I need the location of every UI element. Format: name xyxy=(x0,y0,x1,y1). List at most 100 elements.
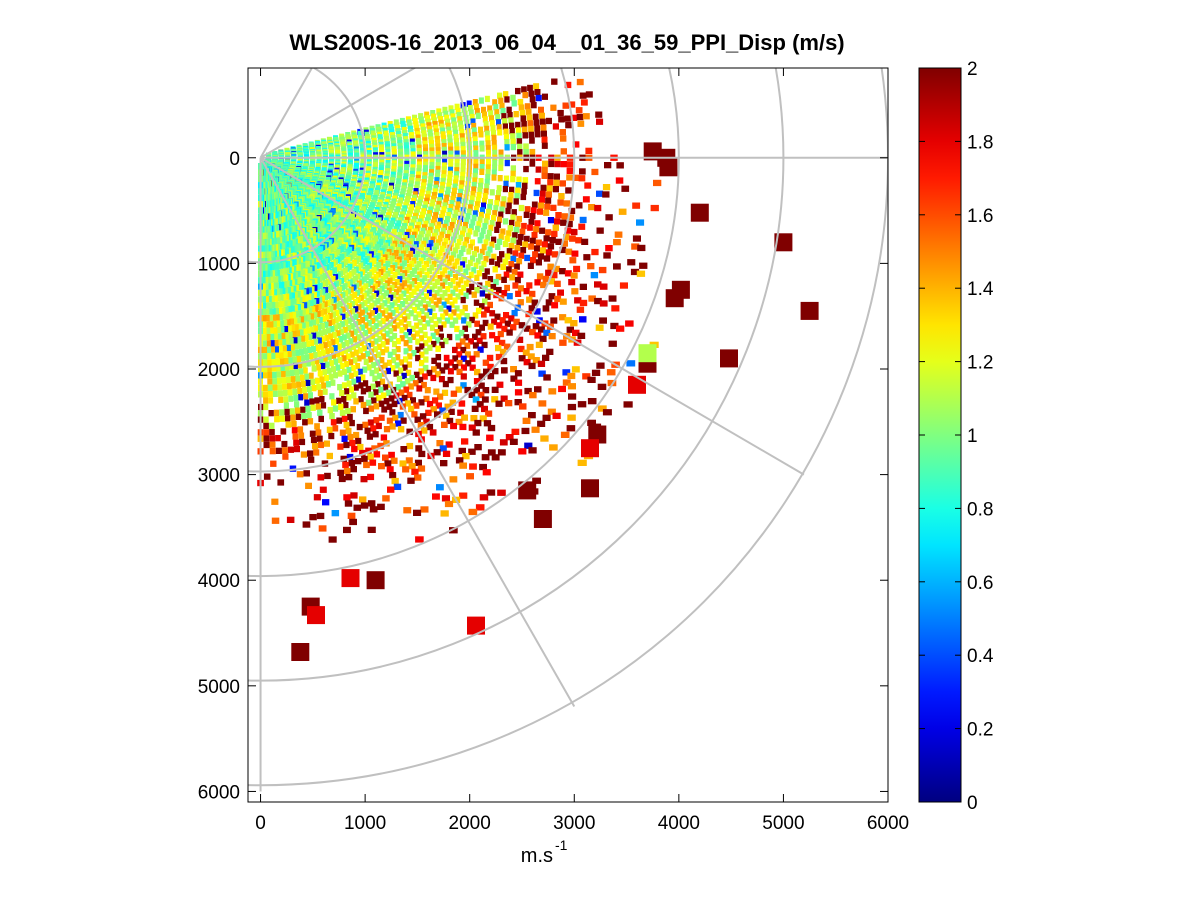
data-cell xyxy=(584,182,592,189)
data-cell xyxy=(441,206,447,213)
data-cell xyxy=(379,285,385,292)
data-cell xyxy=(551,230,558,238)
data-cell xyxy=(268,314,273,322)
data-cell xyxy=(409,374,415,382)
data-cell xyxy=(570,228,578,236)
data-cell xyxy=(451,191,457,199)
data-cell xyxy=(306,386,312,393)
data-cell xyxy=(405,294,411,302)
data-cell xyxy=(534,332,542,339)
data-cell xyxy=(460,261,466,268)
data-cell xyxy=(337,300,343,308)
data-cell xyxy=(308,353,314,360)
data-cell xyxy=(334,309,340,317)
data-cell xyxy=(379,378,386,385)
data-cell xyxy=(412,380,419,387)
data-cell xyxy=(447,174,453,181)
data-cell xyxy=(379,302,385,309)
data-cell xyxy=(444,500,454,508)
data-cell xyxy=(360,401,367,409)
data-cell xyxy=(460,171,466,179)
data-cell xyxy=(431,366,437,373)
data-cell xyxy=(407,302,413,309)
data-cell xyxy=(376,312,382,320)
data-cell xyxy=(433,180,439,188)
data-cell xyxy=(297,342,303,349)
data-cell xyxy=(269,295,275,302)
data-cell xyxy=(339,284,345,292)
data-cell xyxy=(326,452,333,460)
data-cell xyxy=(516,336,524,343)
data-cell xyxy=(474,419,482,427)
data-cell xyxy=(539,112,545,119)
data-cell xyxy=(284,338,290,345)
data-cell xyxy=(489,241,495,248)
data-cell xyxy=(438,333,444,340)
data-cell xyxy=(424,197,430,204)
data-cell xyxy=(410,141,416,148)
data-cell xyxy=(495,344,502,352)
y-tick-label: 1000 xyxy=(198,254,240,275)
data-cell xyxy=(455,293,461,300)
data-cell xyxy=(521,86,527,93)
data-cell xyxy=(568,279,576,286)
data-cell xyxy=(358,382,364,389)
data-cell xyxy=(541,93,548,100)
data-cell xyxy=(479,265,485,272)
data-cell xyxy=(487,301,493,309)
data-cell xyxy=(496,238,503,245)
data-cell xyxy=(461,438,469,445)
x-tick-label: 0 xyxy=(255,813,266,834)
data-cell xyxy=(512,232,518,239)
data-cell xyxy=(286,383,292,390)
data-cell xyxy=(479,303,485,310)
data-cell xyxy=(383,426,391,433)
data-cell xyxy=(343,467,351,475)
data-cell xyxy=(585,91,593,98)
data-cell xyxy=(424,247,430,254)
data-cell xyxy=(380,349,386,356)
data-cell xyxy=(487,424,496,432)
data-cell xyxy=(597,405,607,412)
data-cell xyxy=(500,228,506,235)
data-cell xyxy=(317,282,323,289)
data-cell xyxy=(489,189,495,196)
data-cell xyxy=(448,226,454,233)
data-cell xyxy=(424,111,430,118)
data-cell xyxy=(397,411,404,419)
data-cell xyxy=(439,445,447,452)
data-cell xyxy=(407,336,413,344)
data-cell xyxy=(430,374,437,382)
data-cell xyxy=(455,334,461,341)
data-cell xyxy=(443,198,449,205)
data-cell xyxy=(427,344,433,351)
data-cell xyxy=(554,295,562,303)
data-cell xyxy=(368,405,374,412)
data-cell xyxy=(502,123,508,130)
data-cell xyxy=(472,136,478,143)
data-cell xyxy=(437,112,443,119)
data-point xyxy=(643,142,662,161)
data-cell xyxy=(401,372,407,380)
data-cell xyxy=(419,244,425,251)
data-cell xyxy=(499,439,508,446)
data-cell xyxy=(384,460,392,467)
data-cell xyxy=(392,340,397,348)
data-cell xyxy=(305,314,311,321)
data-cell xyxy=(343,297,349,304)
data-cell xyxy=(527,120,534,127)
data-cell xyxy=(498,97,504,104)
data-cell xyxy=(552,412,561,419)
data-cell xyxy=(290,292,295,299)
data-cell xyxy=(414,322,420,329)
data-cell xyxy=(366,312,372,319)
data-cell xyxy=(591,369,601,376)
data-cell xyxy=(408,405,415,413)
data-cell xyxy=(286,306,292,313)
data-cell xyxy=(496,256,503,263)
data-cell xyxy=(456,112,462,119)
data-cell xyxy=(473,351,480,358)
data-cell xyxy=(487,373,495,380)
data-cell xyxy=(511,310,518,317)
data-cell xyxy=(491,236,497,243)
